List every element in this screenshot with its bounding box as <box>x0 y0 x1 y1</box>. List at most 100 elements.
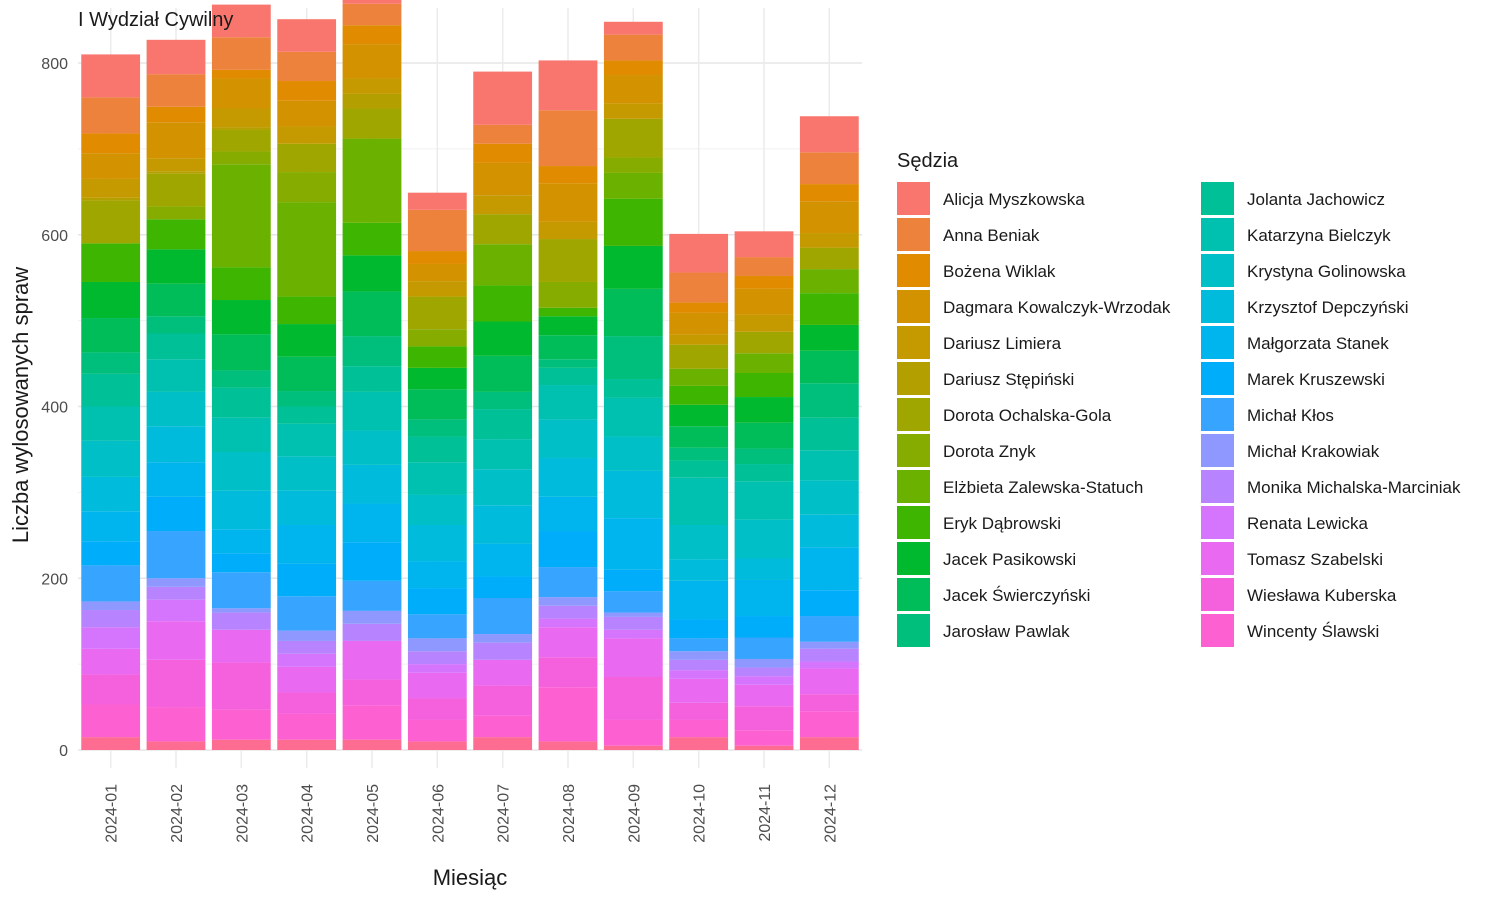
bar-segment <box>538 567 598 598</box>
bar-segment <box>538 687 598 742</box>
legend-title: Sędzia <box>897 150 959 172</box>
legend-key <box>897 290 930 323</box>
bar-segment <box>538 597 598 606</box>
bar-segment <box>538 458 598 497</box>
bar-segment <box>81 476 141 512</box>
bar-segment <box>81 737 141 750</box>
bar-segment <box>146 359 206 392</box>
bar-segment <box>734 676 794 685</box>
bar-segment <box>81 197 141 201</box>
legend-key <box>1201 578 1234 611</box>
bar-segment <box>342 580 402 611</box>
bar-segment <box>211 129 271 152</box>
bar-segment <box>146 316 206 334</box>
bar-segment <box>473 576 533 599</box>
bar-segment <box>407 263 467 282</box>
bar-segment <box>669 477 729 526</box>
bar-segment <box>669 638 729 652</box>
bar-segment <box>473 195 533 215</box>
legend-label: Michał Kłos <box>1247 406 1334 425</box>
bar-segment <box>799 668 859 695</box>
bar-segment <box>342 3 402 26</box>
legend-label: Jarosław Pawlak <box>943 622 1070 641</box>
bar-segment <box>734 331 794 354</box>
bar-segment <box>211 267 271 301</box>
x-tick-label: 2024-07 <box>496 784 513 843</box>
bar-segment <box>734 448 794 465</box>
legend-label: Dorota Ochalska-Gola <box>943 406 1112 425</box>
legend-key <box>1201 398 1234 431</box>
bar-segment <box>146 206 206 220</box>
bars-layer <box>81 0 859 750</box>
bar-segment <box>603 719 663 746</box>
bar-segment <box>473 162 533 196</box>
bar-segment <box>146 426 206 463</box>
bar-segment <box>277 423 337 457</box>
bar-segment <box>342 640 402 680</box>
bar-segment <box>277 666 337 693</box>
bar-segment <box>146 171 206 174</box>
bar-segment <box>407 651 467 665</box>
bar-segment <box>734 481 794 520</box>
bar-segment <box>81 352 141 374</box>
bar-segment <box>603 336 663 380</box>
legend-key <box>1201 290 1234 323</box>
bar-segment <box>342 503 402 543</box>
bar-segment <box>734 667 794 677</box>
legend-label: Dagmara Kowalczyk-Wrzodak <box>943 298 1171 317</box>
bar-segment <box>146 659 206 708</box>
bar-segment <box>603 616 663 630</box>
legend-label: Dariusz Stępiński <box>943 370 1074 389</box>
bar-segment <box>734 353 794 374</box>
bar-segment <box>407 281 467 297</box>
bar-segment <box>734 422 794 449</box>
bar-segment <box>277 525 337 564</box>
legend-key <box>897 218 930 251</box>
bar-segment <box>146 173 206 207</box>
x-tick-label: 2024-03 <box>234 784 251 843</box>
bar-segment <box>407 389 467 420</box>
bar-segment <box>734 558 794 580</box>
bar-segment <box>538 166 598 184</box>
bar-segment <box>407 614 467 639</box>
bar-segment <box>407 719 467 742</box>
x-axis-title: Miesiąc <box>433 865 508 890</box>
bar-segment <box>538 419 598 459</box>
bar-segment <box>211 164 271 268</box>
bar-segment <box>799 269 859 294</box>
bar-segment <box>538 367 598 386</box>
bar-segment <box>603 677 663 720</box>
bar-segment <box>603 60 663 76</box>
bar-segment <box>277 640 337 654</box>
bar-segment <box>799 184 859 202</box>
bar-segment <box>211 529 271 554</box>
x-tick-label: 2024-06 <box>430 784 447 843</box>
bar-segment <box>669 719 729 738</box>
bar-segment <box>342 336 402 367</box>
x-axis: 2024-01 2024-02 2024-03 2024-04 2024-05 2024-… <box>104 784 840 843</box>
bar-segment <box>277 143 337 173</box>
legend-key <box>1201 614 1234 647</box>
bar-segment <box>669 559 729 581</box>
bar-segment <box>211 108 271 128</box>
bar-segment <box>81 97 141 134</box>
bar-segment <box>407 494 467 526</box>
bar-segment <box>277 296 337 325</box>
bar-segment <box>734 288 794 315</box>
bar-segment <box>799 201 859 234</box>
legend-key <box>897 614 930 647</box>
bar-segment <box>81 627 141 649</box>
bar-segment <box>211 739 271 750</box>
bar-segment <box>277 456 337 491</box>
legend-key <box>897 506 930 539</box>
bar-segment <box>799 350 859 384</box>
bar-segment <box>81 406 141 441</box>
bar-segment <box>799 247 859 270</box>
bar-segment <box>799 233 859 248</box>
legend-label: Krzysztof Depczyński <box>1247 298 1409 317</box>
legend-key <box>897 578 930 611</box>
bar-segment <box>211 37 271 70</box>
bar-segment <box>342 78 402 94</box>
bar-segment <box>734 519 794 559</box>
